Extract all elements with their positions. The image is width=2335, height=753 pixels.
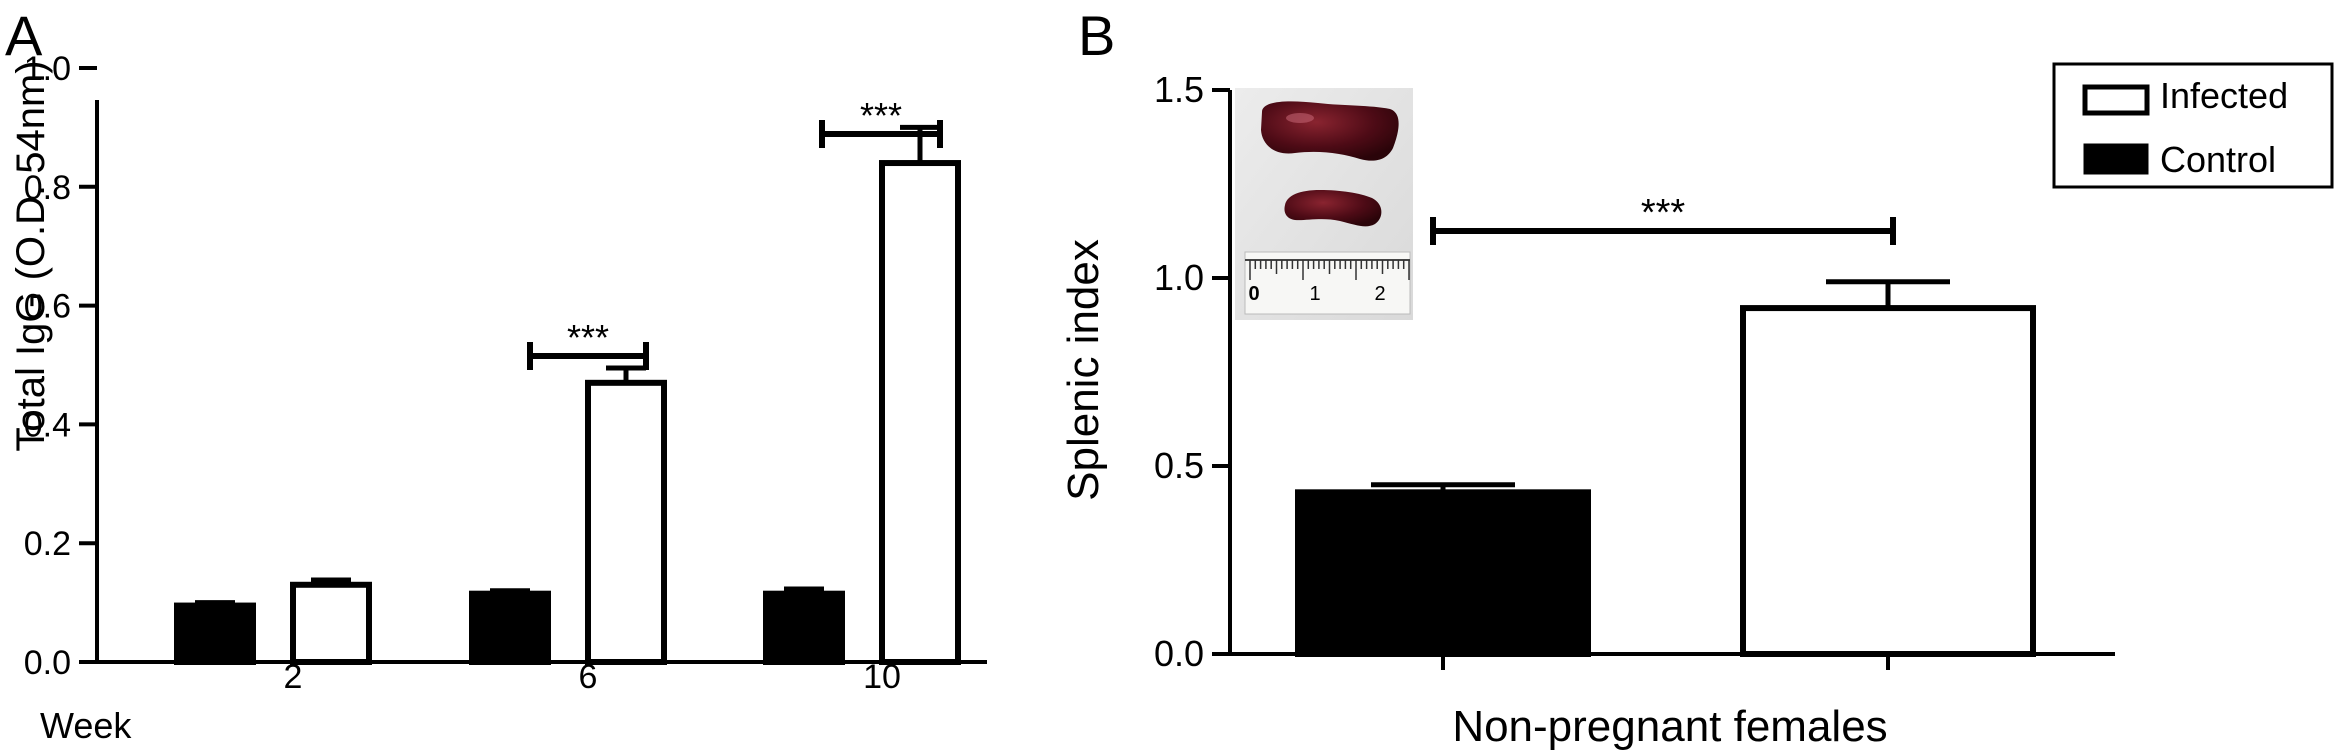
panel-a-xlabel: Week — [40, 705, 132, 746]
panel-b-ytick-label: 0.0 — [1154, 633, 1204, 674]
panel-b-ylabel: Splenic index — [1059, 239, 1108, 501]
panel-b-significance-label: *** — [1641, 192, 1686, 234]
panel-b-xlabel: Non-pregnant females — [1452, 702, 1887, 751]
legend-swatch-control — [2083, 143, 2149, 175]
ruler-label-0: 0 — [1248, 283, 1259, 305]
panel-a-bar-infected — [290, 581, 372, 666]
panel-a-xtick-label: 2 — [284, 658, 303, 696]
chart-marks: 0.00.20.40.60.81.02 6 100.00.51.01.5******… — [24, 50, 2036, 696]
panel-a-bar-infected — [585, 379, 667, 665]
panel-a-significance-label: *** — [567, 317, 609, 358]
ruler-label-1: 1 — [1309, 283, 1320, 305]
small-spleen-image — [1284, 190, 1382, 227]
panel-b-ytick-label: 1.0 — [1154, 257, 1204, 298]
panel-b-ytick-label: 1.5 — [1154, 69, 1204, 110]
panel-a-ylabel: Total IgG (O.D. 54nm) — [9, 60, 53, 451]
panel-a-bar-infected — [879, 160, 961, 665]
panel-b-letter: B — [1078, 4, 1115, 67]
panel-a-bar-control — [469, 590, 551, 665]
panel-a-ytick-label: 0.0 — [24, 644, 71, 682]
panel-a-ytick-label: 0.4 — [24, 406, 71, 444]
ruler-ticks — [1249, 260, 1410, 280]
spleen-highlight — [1286, 113, 1314, 123]
large-spleen-image — [1261, 101, 1399, 161]
panel-a-xtick-label: 6 — [579, 658, 598, 696]
panel-b-bar-infected — [1740, 305, 2036, 657]
legend: Infected Control — [2052, 62, 2334, 189]
panel-a-ytick-label: 0.6 — [24, 288, 71, 326]
legend-label-control: Control — [2160, 139, 2276, 180]
panel-a-ytick-label: 0.8 — [24, 169, 71, 207]
spleen-photo-inset: 0 1 2 — [1235, 88, 1413, 320]
legend-label-infected: Infected — [2160, 75, 2288, 116]
panel-a-bar-control — [763, 590, 845, 665]
panel-a-ytick-label: 1.0 — [24, 50, 71, 88]
legend-swatch-infected — [2082, 84, 2150, 116]
panel-a-significance-label: *** — [860, 95, 902, 136]
panel-b-ytick-label: 0.5 — [1154, 445, 1204, 486]
panel-a-ytick-label: 0.2 — [24, 525, 71, 563]
ruler-label-2: 2 — [1374, 283, 1385, 305]
panel-b-bar-control — [1295, 489, 1591, 657]
panel-b: B Splenic index Non-pregnant females Inf… — [1059, 4, 2334, 751]
panel-a-bar-control — [174, 602, 256, 666]
panel-a-letter: A — [5, 4, 43, 67]
